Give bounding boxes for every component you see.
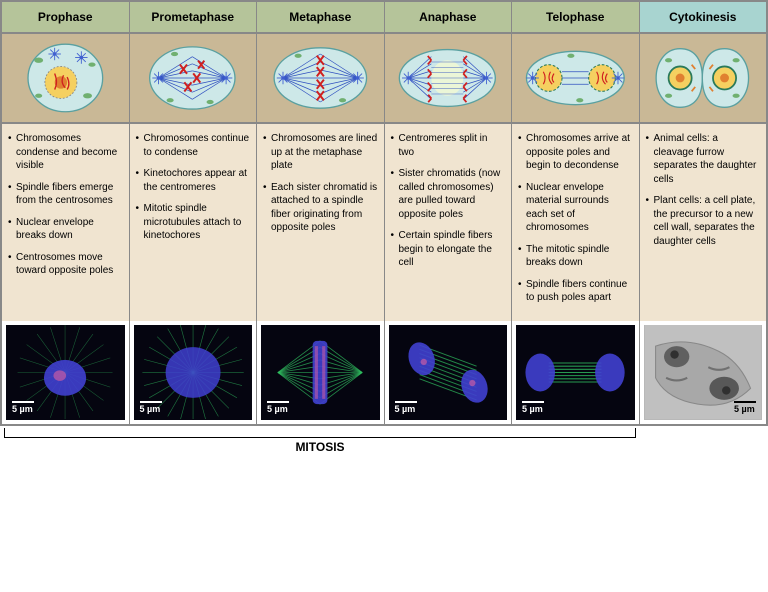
phase-column-anaphase: Anaphase Centromeres split in two Sister … — [385, 2, 513, 424]
scale-bar: 5 µm — [395, 401, 417, 414]
bullet-point: Mitotic spindle microtubules attach to k… — [136, 202, 251, 243]
bullet-point: Each sister chromatid is attached to a s… — [263, 181, 378, 235]
bullet-point: Certain spindle fibers begin to elongate… — [391, 229, 506, 270]
scale-label: 5 µm — [395, 404, 416, 414]
phase-description: Centromeres split in two Sister chromatid… — [385, 124, 512, 321]
cell-diagram — [257, 34, 384, 124]
cell-diagram — [385, 34, 512, 124]
phase-description: Chromosomes are lined up at the metaphas… — [257, 124, 384, 321]
bullet-point: Nuclear envelope breaks down — [8, 216, 123, 243]
bullet-point: Centrosomes move toward opposite poles — [8, 251, 123, 278]
bracket-label: MITOSIS — [295, 440, 344, 454]
scale-label: 5 µm — [140, 404, 161, 414]
scale-bar: 5 µm — [140, 401, 162, 414]
scale-bar: 5 µm — [267, 401, 289, 414]
bullet-point: Chromosomes arrive at opposite poles and… — [518, 132, 633, 173]
phase-header: Metaphase — [257, 2, 384, 34]
scale-label: 5 µm — [734, 404, 755, 414]
bullet-point: Chromosomes condense and become visible — [8, 132, 123, 173]
phase-column-prophase: Prophase Chromosomes condense and become… — [2, 2, 130, 424]
mitosis-bracket: MITOSIS — [0, 428, 768, 458]
micrograph: 5 µm — [134, 325, 253, 420]
bullet-point: Sister chromatids (now called chromosome… — [391, 167, 506, 221]
micrograph: 5 µm — [261, 325, 380, 420]
micrograph: 5 µm — [516, 325, 635, 420]
bullet-point: Animal cells: a cleavage furrow separate… — [646, 132, 761, 186]
phase-column-metaphase: Metaphase Chromosomes are lined up at th… — [257, 2, 385, 424]
scale-label: 5 µm — [522, 404, 543, 414]
phase-header: Anaphase — [385, 2, 512, 34]
bullet-point: Nuclear envelope material surrounds each… — [518, 181, 633, 235]
scale-label: 5 µm — [267, 404, 288, 414]
phase-header: Prometaphase — [130, 2, 257, 34]
bullet-point: Spindle fibers continue to push poles ap… — [518, 278, 633, 305]
scale-bar: 5 µm — [522, 401, 544, 414]
scale-label: 5 µm — [12, 404, 33, 414]
phase-header: Cytokinesis — [640, 2, 767, 34]
phase-description: Chromosomes arrive at opposite poles and… — [512, 124, 639, 321]
phase-description: Chromosomes condense and become visible S… — [2, 124, 129, 321]
phase-header: Telophase — [512, 2, 639, 34]
cell-diagram — [640, 34, 767, 124]
bullet-point: Spindle fibers emerge from the centrosom… — [8, 181, 123, 208]
phase-header: Prophase — [2, 2, 129, 34]
bullet-point: Chromosomes continue to condense — [136, 132, 251, 159]
scale-bar: 5 µm — [734, 401, 756, 414]
phase-description: Chromosomes continue to condense Kinetoch… — [130, 124, 257, 321]
bullet-point: Centromeres split in two — [391, 132, 506, 159]
bullet-point: Plant cells: a cell plate, the precursor… — [646, 194, 761, 248]
cell-diagram — [512, 34, 639, 124]
cell-diagram — [2, 34, 129, 124]
bullet-point: The mitotic spindle breaks down — [518, 243, 633, 270]
bullet-point: Kinetochores appear at the centromeres — [136, 167, 251, 194]
phase-column-telophase: Telophase Chromosomes arrive at opposite… — [512, 2, 640, 424]
phase-column-cytokinesis: Cytokinesis Animal cells: a cleavage fur… — [640, 2, 767, 424]
micrograph: 5 µm — [6, 325, 125, 420]
scale-bar: 5 µm — [12, 401, 34, 414]
micrograph: 5 µm — [389, 325, 508, 420]
phase-description: Animal cells: a cleavage furrow separate… — [640, 124, 767, 321]
bullet-point: Chromosomes are lined up at the metaphas… — [263, 132, 378, 173]
cell-diagram — [130, 34, 257, 124]
phase-column-prometaphase: Prometaphase Chromosomes continue to con… — [130, 2, 258, 424]
phase-table: Prophase Chromosomes condense and become… — [0, 0, 768, 426]
micrograph: 5 µm — [644, 325, 763, 420]
